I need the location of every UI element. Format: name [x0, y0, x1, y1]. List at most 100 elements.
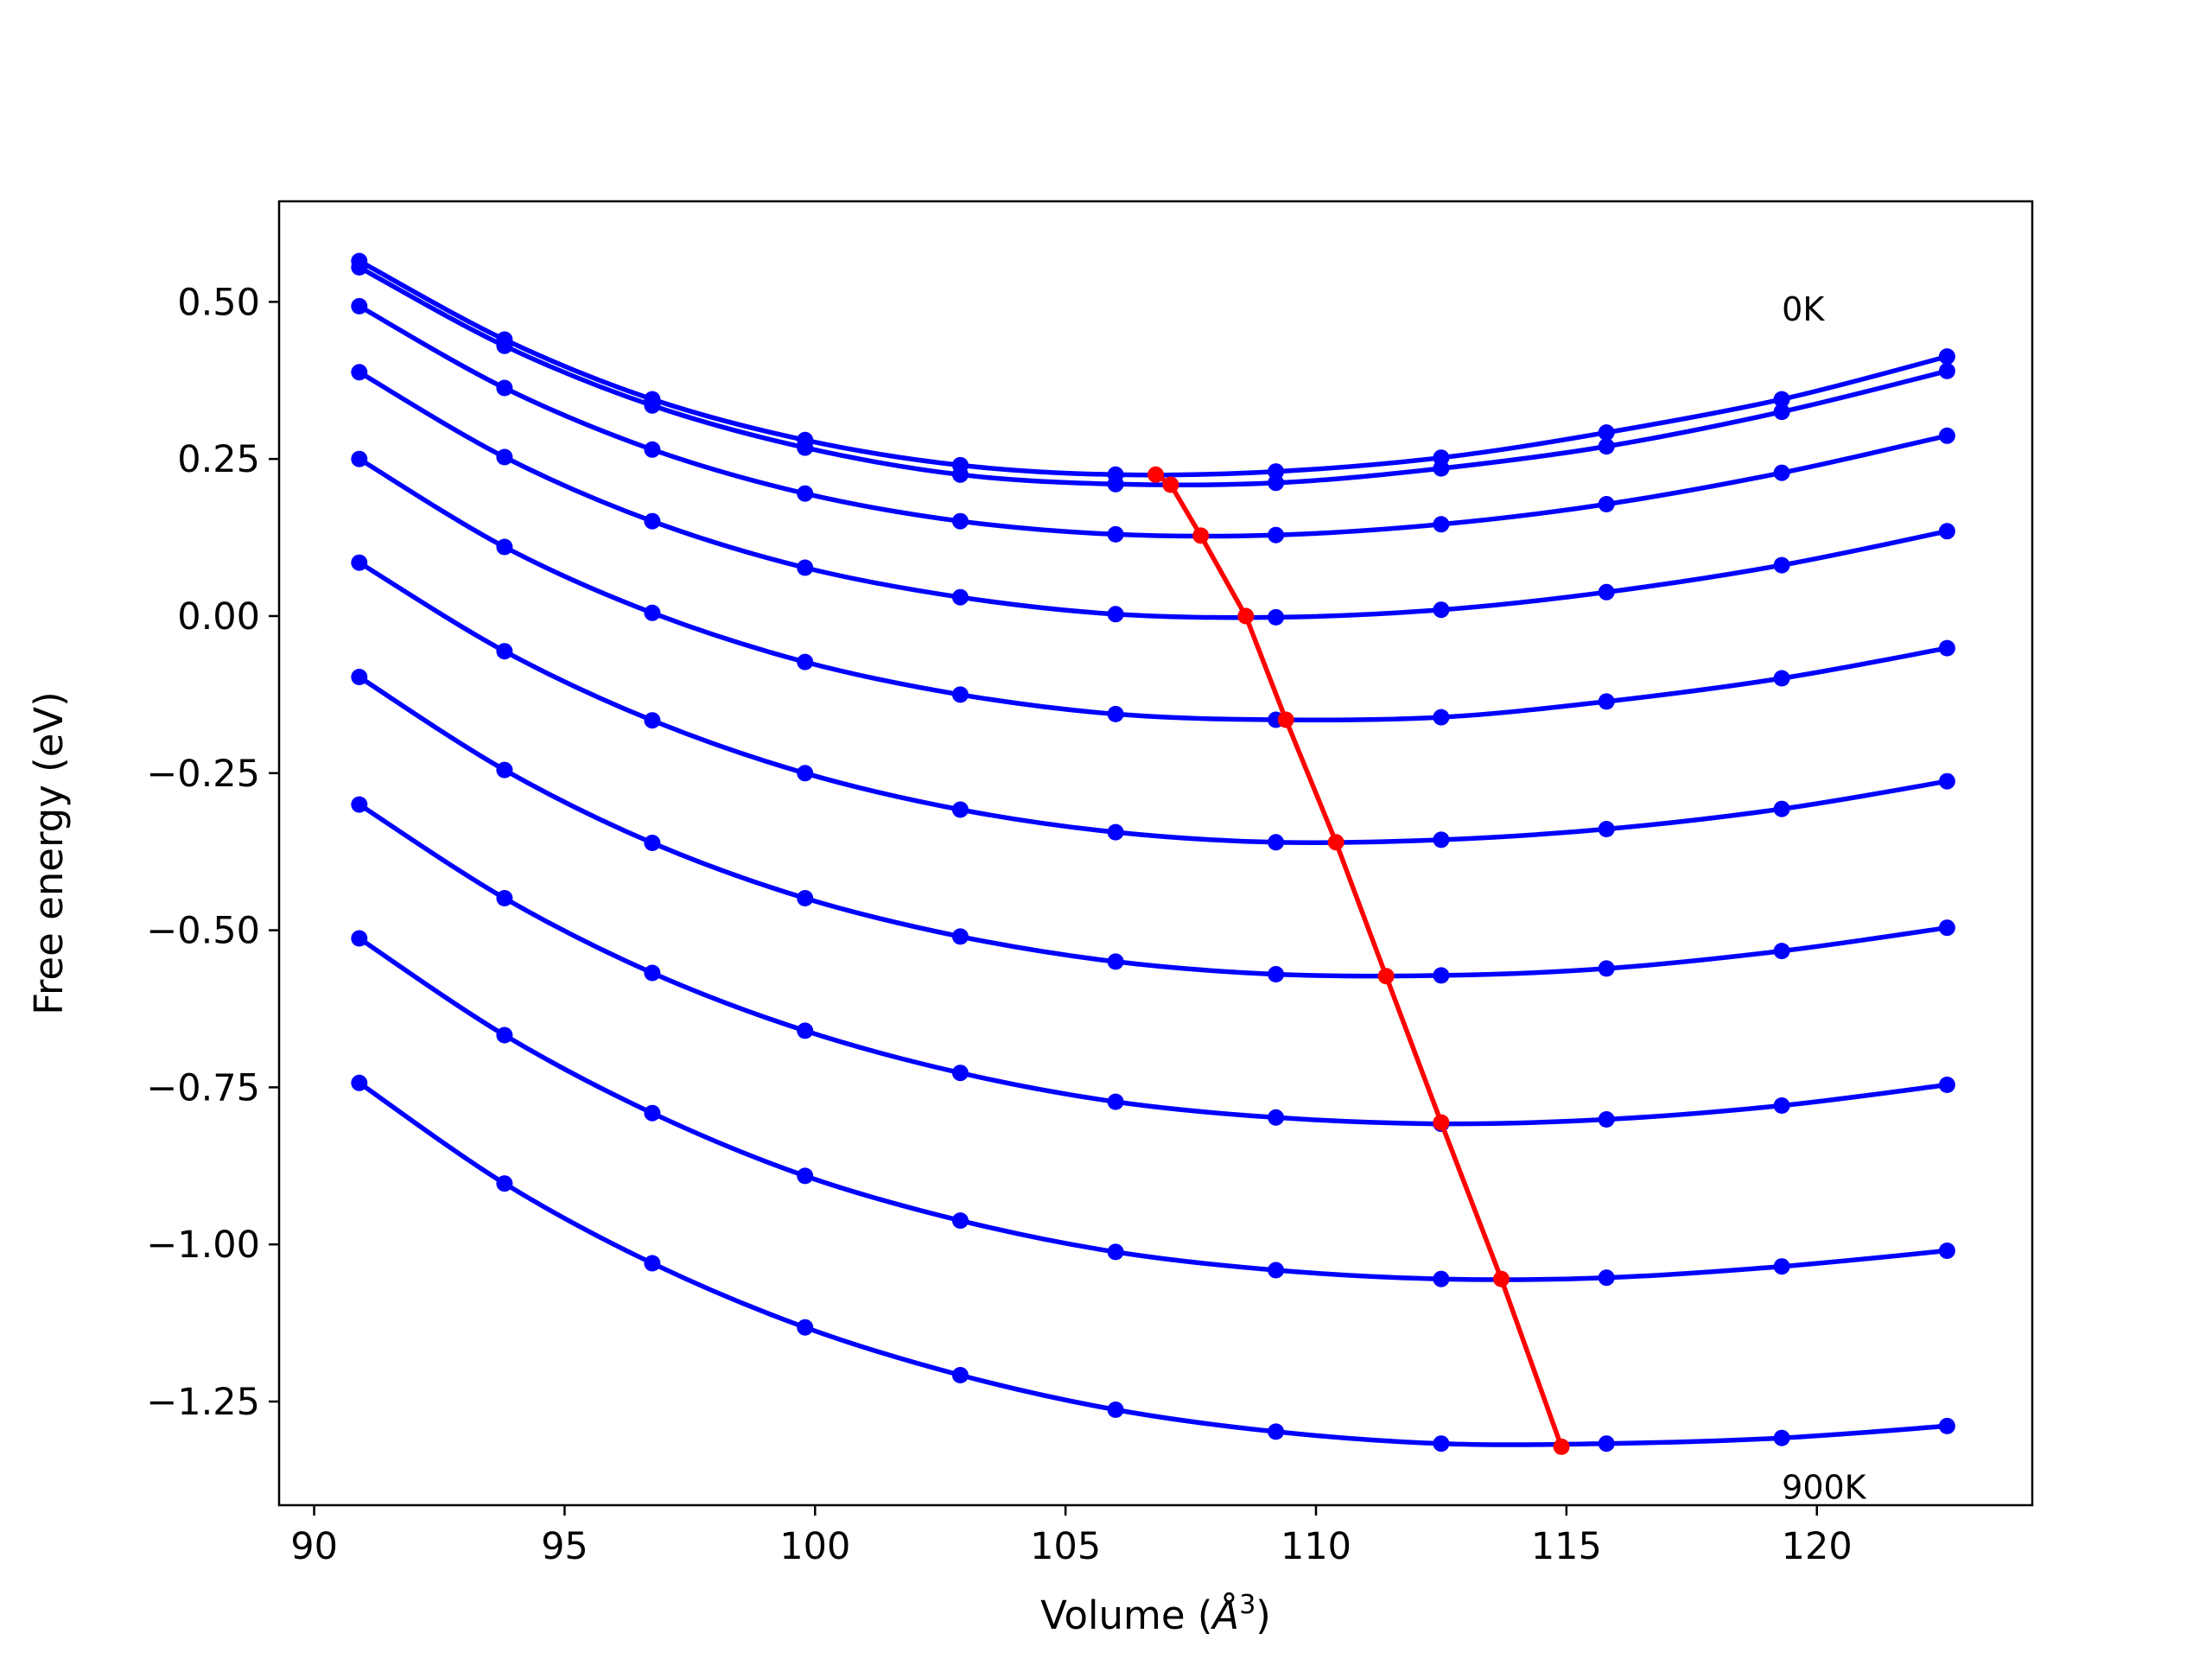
data-point [797, 653, 814, 671]
data-point [1598, 496, 1615, 512]
data-point [1773, 464, 1790, 481]
data-point [496, 538, 513, 556]
series-2 [351, 297, 1955, 543]
data-point [1773, 1258, 1790, 1275]
data-point [951, 1212, 969, 1230]
data-point [1107, 606, 1124, 623]
data-point [797, 485, 814, 502]
minima-point [1553, 1438, 1570, 1455]
data-point [1433, 967, 1450, 984]
data-point [1433, 709, 1450, 726]
series-5 [351, 554, 1955, 851]
data-point [1598, 424, 1615, 442]
data-point [351, 450, 368, 467]
minima-point [1327, 834, 1344, 851]
data-point [1773, 1097, 1790, 1114]
data-point [351, 364, 368, 381]
data-point [1598, 693, 1615, 710]
minima-point [1277, 711, 1294, 728]
series-3 [351, 364, 1955, 626]
data-point [644, 1255, 661, 1272]
minima-point [1493, 1270, 1510, 1287]
data-point [797, 1167, 814, 1185]
series-line-5 [358, 560, 1948, 846]
data-point [496, 1175, 513, 1192]
data-point [1773, 391, 1790, 408]
data-point [1938, 1243, 1955, 1259]
data-point [1107, 475, 1124, 493]
data-point [1433, 460, 1450, 477]
x-tick-label: 110 [1281, 1525, 1351, 1568]
series-6 [351, 669, 1955, 984]
data-point [1268, 474, 1285, 492]
data-point [1773, 1429, 1790, 1446]
data-point [1773, 556, 1790, 574]
y-tick-label: 0.25 [177, 438, 260, 481]
data-point [496, 643, 513, 660]
data-point [1598, 1269, 1615, 1287]
series-9 [351, 1074, 1955, 1452]
x-axis-label: Volume (Å3) [1040, 1590, 1271, 1638]
data-point [797, 439, 814, 456]
data-point [951, 1367, 969, 1383]
x-tick-label: 120 [1782, 1525, 1853, 1568]
data-point [351, 554, 368, 571]
data-point [351, 297, 368, 315]
data-point [496, 761, 513, 779]
data-point [496, 1027, 513, 1044]
data-point [644, 441, 661, 458]
data-point [1938, 639, 1955, 657]
data-point [1107, 953, 1124, 970]
data-point [951, 588, 969, 606]
y-tick-label: −1.25 [146, 1381, 260, 1424]
data-point [644, 1104, 661, 1122]
data-point [1268, 463, 1285, 480]
annotation-layer: 0K 900K [1782, 290, 1867, 1507]
data-point [1938, 523, 1955, 540]
annotation-label: 0K [1782, 290, 1825, 328]
data-point [644, 512, 661, 530]
series-0 [351, 252, 1955, 483]
data-point [1598, 960, 1615, 977]
data-point [797, 890, 814, 906]
data-point [496, 379, 513, 397]
x-axis-label-sup: 3 [1239, 1590, 1255, 1620]
minima-line [1154, 473, 1564, 1448]
data-point [1773, 800, 1790, 817]
minima-point [1147, 466, 1164, 483]
data-point [644, 397, 661, 414]
data-point [797, 559, 814, 576]
data-point [644, 835, 661, 851]
y-axis-label: Free energy (eV) [26, 691, 72, 1014]
data-point [951, 512, 969, 530]
y-tick-label: 0.00 [177, 595, 260, 639]
data-point [1598, 438, 1615, 455]
series-line-3 [358, 370, 1948, 620]
x-axis: 90 95 100 105 110 115 120 [290, 1505, 1853, 1568]
data-point [1773, 670, 1790, 687]
series-8 [351, 930, 1955, 1287]
series-line-1 [358, 264, 1948, 488]
series-4 [351, 450, 1955, 728]
y-axis: 0.50 0.25 0.00 −0.25 −0.50 −0.75 −1.00 −1.25 [146, 281, 279, 1424]
minima-layer [1147, 466, 1570, 1455]
data-point [1107, 525, 1124, 543]
curves-layer [351, 252, 1955, 1452]
data-point [351, 930, 368, 947]
data-point [1107, 1243, 1124, 1261]
x-axis-label-symbol: Å [1210, 1592, 1239, 1638]
data-point [1773, 943, 1790, 960]
x-tick-label: 100 [779, 1525, 850, 1568]
data-point [1598, 1435, 1615, 1452]
data-point [496, 337, 513, 354]
data-point [951, 801, 969, 818]
data-point [1107, 1093, 1124, 1110]
data-point [1268, 1262, 1285, 1279]
data-point [644, 712, 661, 729]
data-point [351, 796, 368, 813]
data-point [1938, 348, 1955, 365]
data-point [797, 765, 814, 782]
series-line-0 [358, 258, 1948, 478]
annotation-label: 900K [1782, 1469, 1867, 1507]
data-point [496, 448, 513, 466]
